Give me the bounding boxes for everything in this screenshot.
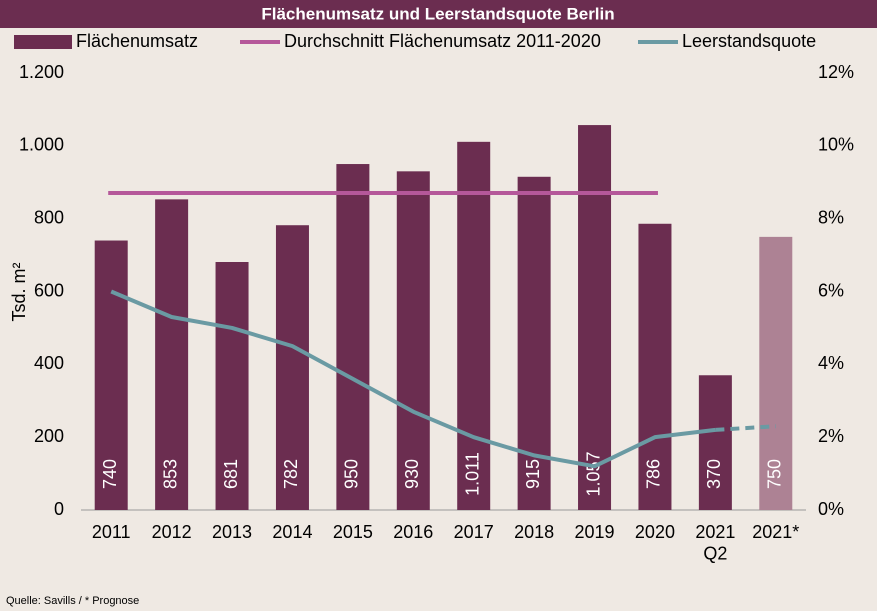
bar-value-label: 370 [704, 459, 724, 489]
y-tick-label: 800 [34, 207, 64, 227]
bar-value-label: 740 [100, 459, 120, 489]
bar-value-label: 950 [342, 459, 362, 489]
bar-value-label: 1.057 [583, 451, 603, 496]
y-tick-label: 600 [34, 280, 64, 300]
legend-swatch [14, 35, 72, 49]
bar [396, 171, 430, 510]
bar [275, 225, 309, 510]
x-tick-label: 2016 [393, 522, 433, 542]
bar-value-label: 750 [765, 459, 785, 489]
bar [94, 240, 128, 510]
x-tick-label: 2014 [272, 522, 312, 542]
line-series-forecast [715, 424, 776, 432]
x-tick-label: 2021 Q2 [695, 522, 735, 564]
x-tick-label: 2013 [212, 522, 252, 542]
bar-value-label: 930 [402, 459, 422, 489]
bar [698, 375, 732, 510]
bar-value-label: 681 [221, 459, 241, 489]
bar-value-label: 853 [160, 459, 180, 489]
source-note: Quelle: Savills / * Prognose [6, 595, 139, 607]
y2-tick-label: 8% [818, 207, 844, 227]
bar [578, 125, 612, 510]
x-tick-label: 2015 [333, 522, 373, 542]
bar-value-label: 782 [281, 459, 301, 489]
bar [638, 223, 672, 510]
x-tick-label: 2021* [752, 522, 799, 542]
legend-label: Leerstandsquote [682, 31, 816, 51]
y2-tick-label: 2% [818, 426, 844, 446]
x-tick-label: 2020 [635, 522, 675, 542]
y2-tick-label: 0% [818, 499, 844, 519]
bar [336, 164, 370, 510]
bar [155, 199, 189, 510]
title-bar [0, 0, 877, 28]
x-tick-label: 2018 [514, 522, 554, 542]
bar-value-label: 915 [523, 459, 543, 489]
line-series [110, 289, 716, 469]
chart-title: Flächenumsatz und Leerstandsquote Berlin [261, 4, 614, 23]
x-tick-label: 2019 [575, 522, 615, 542]
x-tick-label: 2017 [454, 522, 494, 542]
y-axis-label: Tsd. m² [9, 262, 29, 321]
y2-tick-label: 6% [818, 280, 844, 300]
y-tick-label: 0 [54, 499, 64, 519]
bar [457, 141, 491, 510]
legend-label: Durchschnitt Flächenumsatz 2011-2020 [284, 31, 601, 51]
y2-tick-label: 4% [818, 353, 844, 373]
y2-tick-label: 10% [818, 135, 854, 155]
bar [759, 236, 793, 510]
y-tick-label: 400 [34, 353, 64, 373]
y-tick-label: 1.000 [19, 135, 64, 155]
x-tick-label: 2012 [152, 522, 192, 542]
bar-value-label: 1.011 [462, 452, 482, 496]
legend-label: Flächenumsatz [76, 31, 198, 51]
bar [215, 262, 249, 510]
x-tick-label: 2011 [92, 522, 131, 542]
y2-tick-label: 12% [818, 62, 854, 82]
y-tick-label: 1.200 [19, 62, 64, 82]
bar-value-label: 786 [644, 459, 664, 489]
y-tick-label: 200 [34, 426, 64, 446]
